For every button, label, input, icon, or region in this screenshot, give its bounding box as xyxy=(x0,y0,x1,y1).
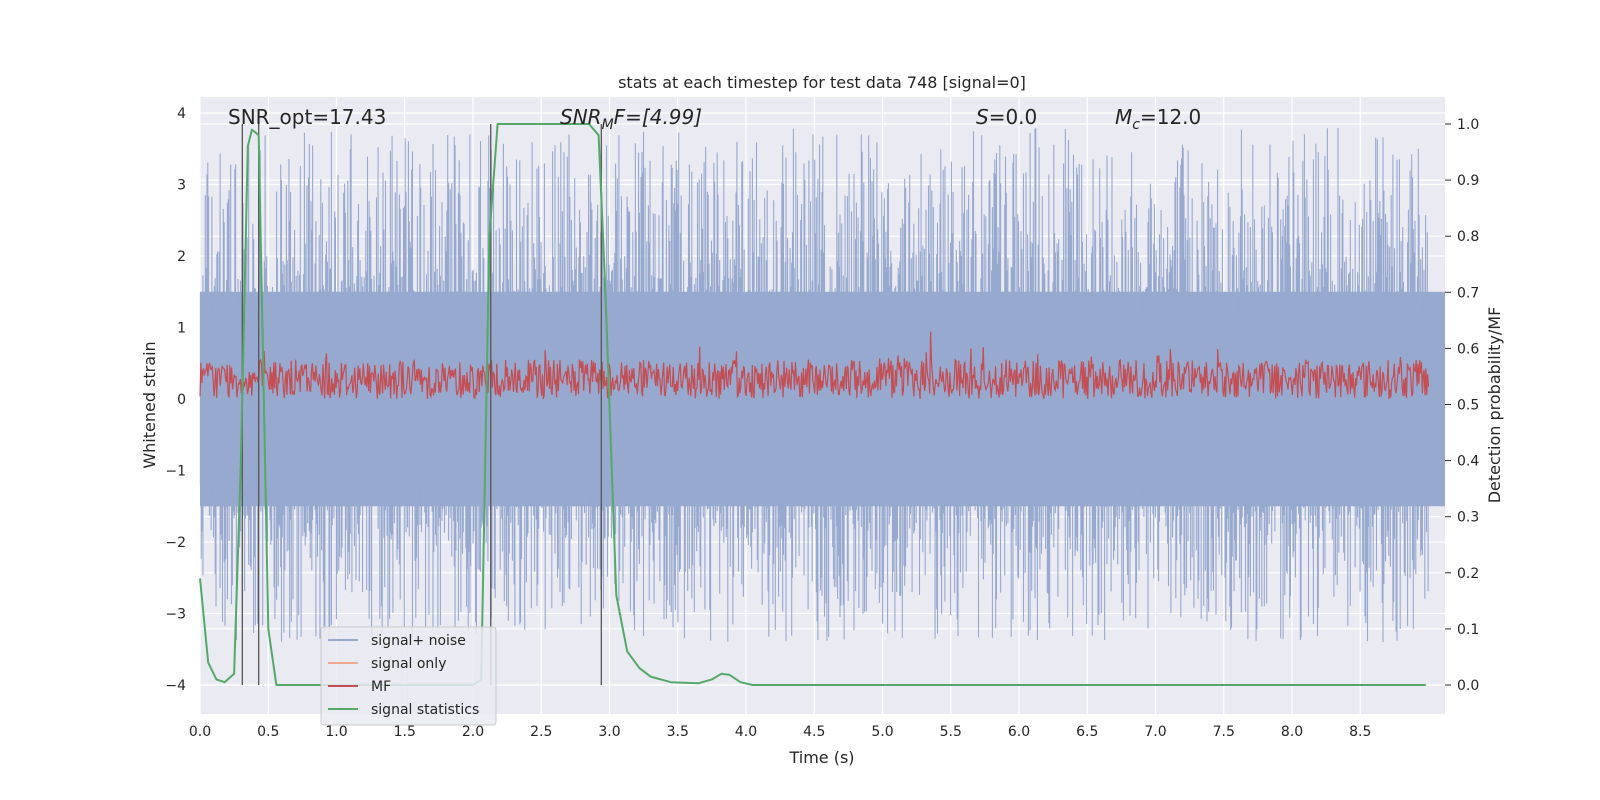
x-tick-label: 7.5 xyxy=(1213,724,1235,740)
s-main: S xyxy=(976,105,989,129)
legend: signal+ noise signal only MF signal stat… xyxy=(320,626,497,726)
y-tick-label: 2 xyxy=(177,249,186,265)
chart-title: stats at each timestep for test data 748… xyxy=(618,73,1026,92)
x-tick-label: 1.5 xyxy=(394,724,416,740)
mc-rest: =12.0 xyxy=(1140,105,1201,129)
x-tick-label: 3.5 xyxy=(667,724,689,740)
y2-tick-label: 0.2 xyxy=(1457,566,1479,582)
y2-tick-label: 0.1 xyxy=(1457,622,1479,638)
snr-mf-annotation: SNRMF=[4.99] xyxy=(560,105,702,133)
snr-opt-annotation: SNR_opt=17.43 xyxy=(228,105,386,129)
mf-line xyxy=(199,331,1430,401)
y2-axis-label: Detection probability/MF xyxy=(1485,307,1504,504)
y-tick-label: 0 xyxy=(177,392,186,408)
signal-statistics-line xyxy=(199,123,1426,686)
x-tick-label: 7.0 xyxy=(1144,724,1166,740)
x-tick-label: 6.0 xyxy=(1008,724,1030,740)
y2-tick-label: 1.0 xyxy=(1457,117,1479,133)
y-axis-label: Whitened strain xyxy=(140,341,159,468)
y2-tick-label: 0.8 xyxy=(1457,229,1479,245)
legend-label-signal-noise: signal+ noise xyxy=(371,633,466,649)
mc-sub: c xyxy=(1132,117,1140,133)
y2-tick-label: 0.9 xyxy=(1457,173,1479,189)
s-annotation: S=0.0 xyxy=(976,105,1037,129)
x-tick-label: 8.5 xyxy=(1349,724,1371,740)
snr-mf-main: SNR xyxy=(560,105,602,129)
x-tick-label: 2.0 xyxy=(462,724,484,740)
x-axis-label: Time (s) xyxy=(788,748,854,767)
x-tick-label: 1.0 xyxy=(325,724,347,740)
y-tick-label: −3 xyxy=(165,607,186,623)
y2-tick-label: 0.5 xyxy=(1457,398,1479,414)
x-tick-label: 0.0 xyxy=(189,724,211,740)
x-tick-label: 6.5 xyxy=(1076,724,1098,740)
legend-box xyxy=(320,626,497,726)
x-tick-label: 2.5 xyxy=(530,724,552,740)
y2-tick-label: 0.0 xyxy=(1457,678,1479,694)
y-tick-label: 1 xyxy=(177,321,186,337)
y-tick-label: 4 xyxy=(177,106,186,122)
stats-series xyxy=(199,123,1426,686)
noise-series xyxy=(199,127,1445,642)
x-tick-label: 4.0 xyxy=(735,724,757,740)
x-tick-label: 0.5 xyxy=(257,724,279,740)
x-tick-label: 3.0 xyxy=(598,724,620,740)
y2-tick-labels: 1.0 0.9 0.8 0.7 0.6 0.5 0.4 0.3 0.2 0.1 0.0 xyxy=(1445,117,1479,694)
legend-label-mf: MF xyxy=(371,679,391,695)
x-tick-label: 5.5 xyxy=(940,724,962,740)
x-tick-labels: 0.0 0.5 1.0 1.5 2.0 2.5 3.0 3.5 4.0 4.5 5.0 5.5 6.0 6… xyxy=(189,724,1372,740)
snr-mf-sub: M xyxy=(602,117,614,133)
legend-label-signal-statistics: signal statistics xyxy=(371,702,479,718)
s-rest: =0.0 xyxy=(989,105,1038,129)
y2-tick-label: 0.3 xyxy=(1457,510,1479,526)
y-tick-label: −1 xyxy=(165,464,186,480)
y2-tick-label: 0.4 xyxy=(1457,454,1479,470)
x-tick-label: 5.0 xyxy=(871,724,893,740)
snr-mf-rest: F=[4.99] xyxy=(614,105,702,129)
y-tick-labels: 4 3 2 1 0 −1 −2 −3 −4 xyxy=(165,106,186,694)
y-tick-label: −2 xyxy=(165,535,186,551)
x-tick-label: 8.0 xyxy=(1281,724,1303,740)
mf-series xyxy=(199,331,1430,401)
mc-main: M xyxy=(1115,105,1132,129)
x-tick-label: 4.5 xyxy=(803,724,825,740)
y2-tick-label: 0.6 xyxy=(1457,341,1479,357)
mc-annotation: Mc=12.0 xyxy=(1115,105,1201,133)
legend-label-signal-only: signal only xyxy=(371,656,446,672)
y-tick-label: −4 xyxy=(165,678,186,694)
y-tick-label: 3 xyxy=(177,178,186,194)
y2-tick-label: 0.7 xyxy=(1457,285,1479,301)
